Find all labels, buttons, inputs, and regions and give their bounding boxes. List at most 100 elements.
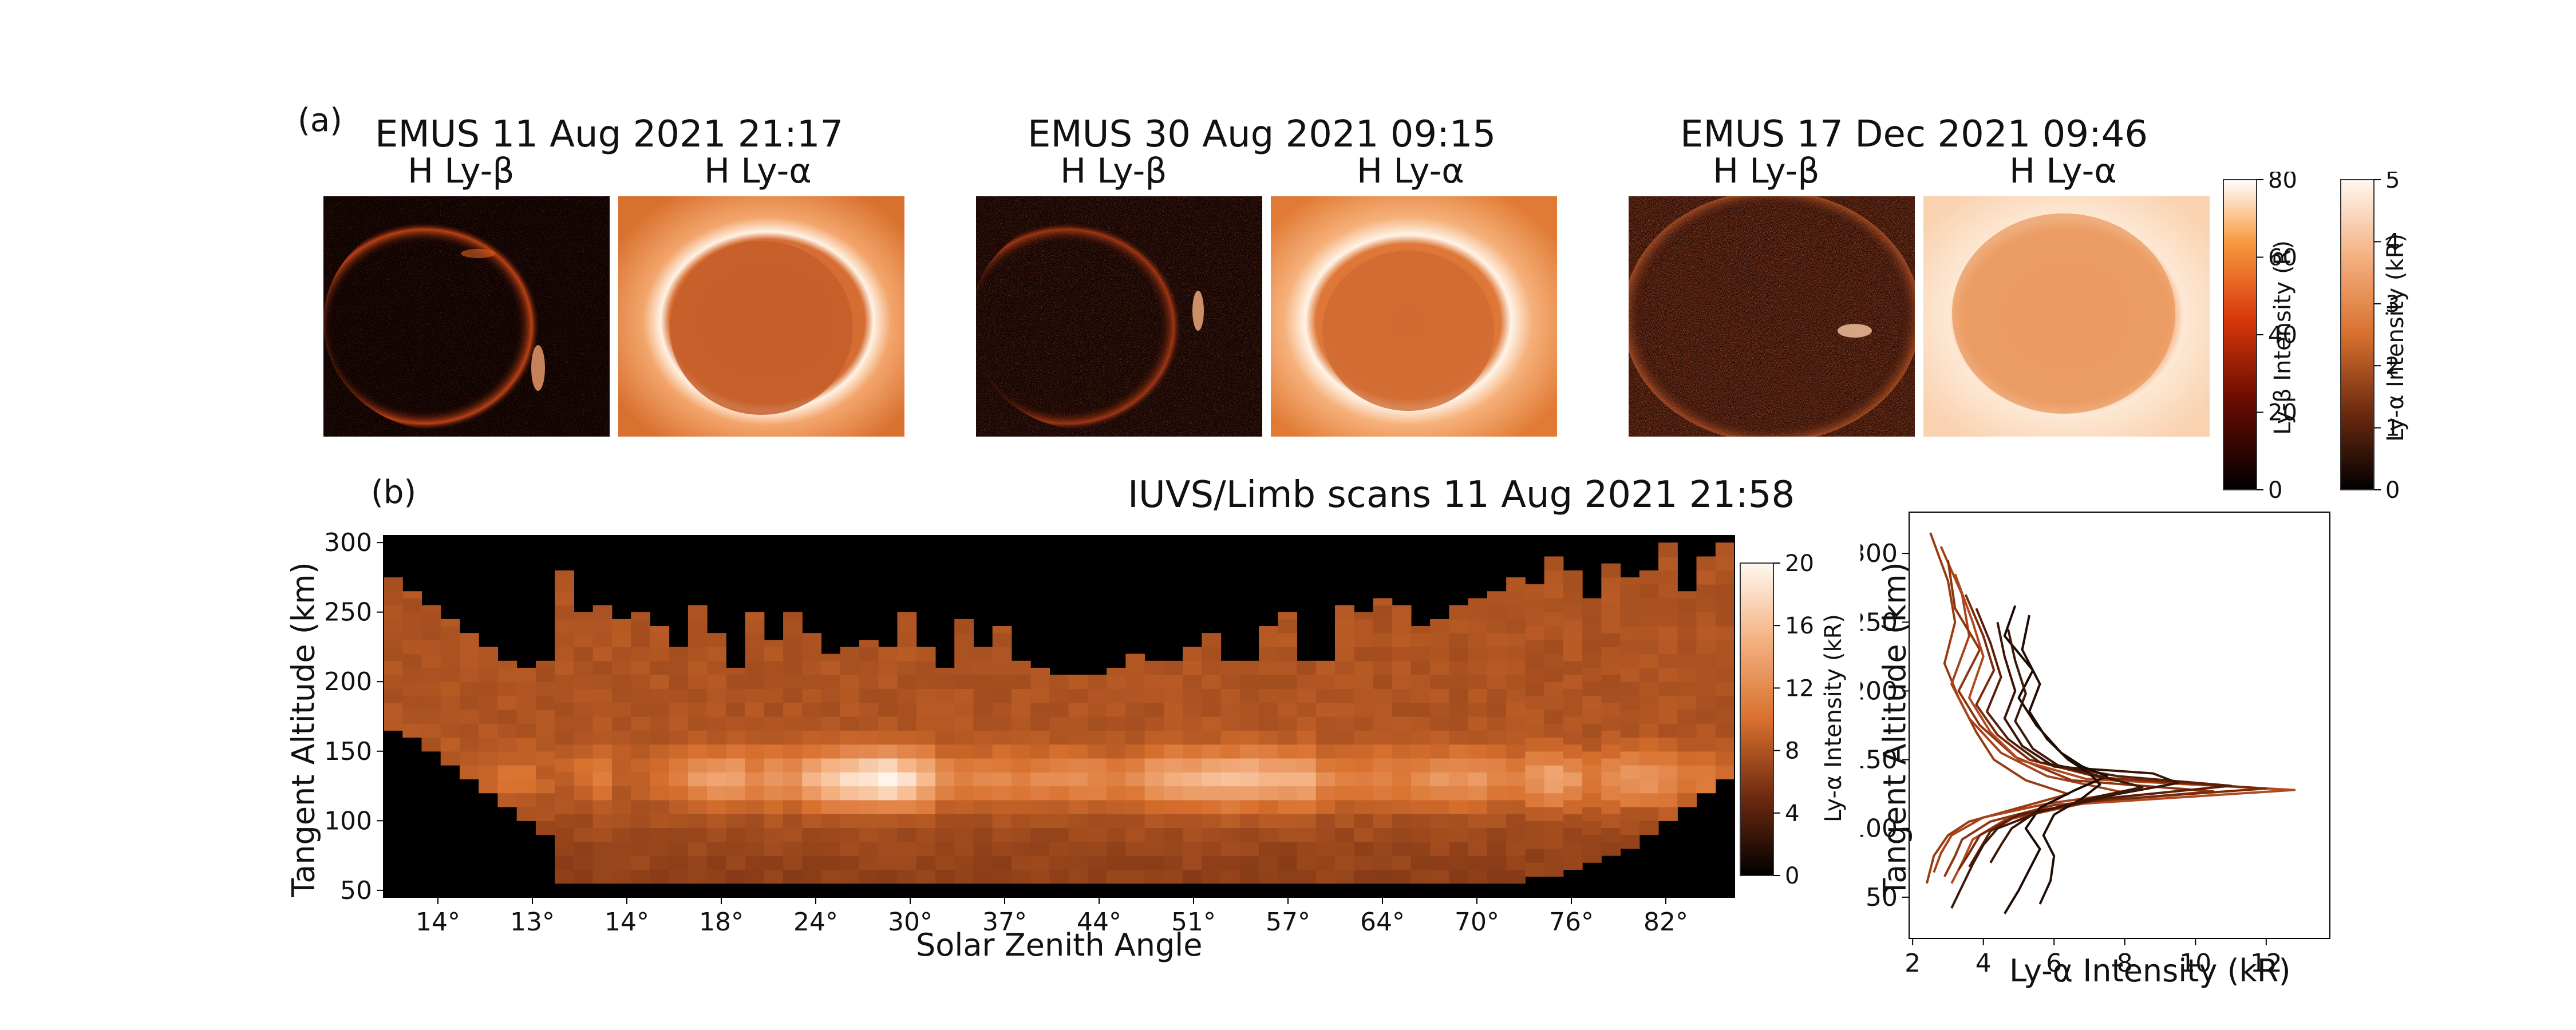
heatmap-cell: [650, 827, 670, 842]
heatmap-cell: [1087, 799, 1107, 814]
heatmap-cell: [402, 667, 422, 682]
heatmap-cell: [1030, 675, 1050, 689]
heatmap-cell: [555, 730, 574, 745]
heatmap-cell: [1563, 730, 1583, 745]
heatmap-cell: [1068, 869, 1088, 884]
heatmap-cell: [1315, 660, 1336, 675]
heatmap-cell: [783, 633, 803, 648]
heatmap-cell: [574, 619, 594, 633]
heatmap-cell: [802, 758, 822, 772]
heatmap-cell: [384, 716, 403, 731]
heatmap-cell: [1011, 744, 1031, 759]
heatmap-cell: [745, 730, 765, 745]
heatmap-cell: [1487, 799, 1507, 814]
heatmap-cell: [764, 730, 784, 745]
heatmap-cell: [1011, 758, 1031, 772]
heatmap-cell: [859, 869, 879, 884]
heatmap-cell: [1715, 737, 1735, 752]
heatmap-cell: [535, 821, 555, 835]
heatmap-cell: [1601, 591, 1621, 606]
heatmap-cell: [1087, 855, 1107, 870]
heatmap-cell: [1658, 584, 1678, 599]
heatmap-cell: [973, 647, 993, 661]
heatmap-cell: [745, 744, 765, 759]
heatmap-cell: [954, 647, 974, 661]
heatmap-cell: [1334, 827, 1354, 842]
heatmap-cell: [1278, 660, 1298, 675]
heatmap-cell: [669, 744, 689, 759]
heatmap-cell: [592, 744, 613, 759]
heatmap-cell: [916, 841, 936, 856]
heatmap-cell: [1259, 688, 1278, 703]
heatmap-cell: [669, 688, 689, 703]
heatmap-cell: [1297, 716, 1317, 731]
heatmap-cell: [916, 786, 936, 801]
heatmap-cell: [1202, 869, 1222, 884]
heatmap-cell: [1620, 821, 1640, 835]
heatmap-cell: [631, 730, 650, 745]
heatmap-cell: [592, 869, 613, 884]
heatmap-cell: [535, 779, 555, 794]
heatmap-cell: [555, 786, 574, 801]
heatmap-cell: [1087, 786, 1107, 801]
heatmap-cell: [1144, 799, 1164, 814]
heatmap-cell: [707, 814, 726, 829]
heatmap-cell: [1506, 869, 1526, 884]
heatmap-cell: [1658, 807, 1678, 821]
profile-ytick-label: 300: [1860, 539, 1898, 568]
heatmap-cell: [1525, 737, 1545, 752]
heatmap-cell: [821, 758, 841, 772]
heatmap-cell: [764, 758, 784, 772]
heatmap-cell: [973, 855, 993, 870]
heatmap-cell: [897, 730, 917, 745]
heatmap-cell: [384, 577, 403, 592]
heatmap-cell: [897, 786, 917, 801]
heatmap-cell: [1334, 772, 1354, 787]
heatmap-cell: [1144, 758, 1164, 772]
heatmap-cell: [1373, 633, 1393, 648]
heatmap-cell: [1334, 799, 1354, 814]
heatmap-cell: [1639, 821, 1659, 835]
heatmap-cell: [1259, 633, 1278, 648]
heatmap-cell: [935, 758, 955, 772]
heatmap-cell: [1202, 772, 1222, 787]
heatmap-cell: [1544, 765, 1564, 779]
heatmap-cell: [1677, 779, 1697, 794]
heatmap-cell: [1544, 667, 1564, 682]
heatmap-cell: [1259, 772, 1278, 787]
heatmap-cell: [1087, 841, 1107, 856]
profile-series-line: [1989, 621, 2179, 863]
heatmap-cell: [1220, 786, 1240, 801]
heatmap-cell: [840, 841, 860, 856]
heatmap-cell: [1658, 709, 1678, 724]
heatmap-cell: [1107, 772, 1126, 787]
heatmap-cell: [1715, 682, 1735, 696]
heatmap-cell: [1315, 799, 1336, 814]
heatmap-cell: [745, 841, 765, 856]
heatmap-cell: [1239, 688, 1259, 703]
heatmap-cell: [1601, 841, 1621, 856]
heatmap-cell: [384, 688, 403, 703]
heatmap-cell: [935, 814, 955, 829]
heatmap-cell: [479, 779, 499, 794]
heatmap-cell: [802, 675, 822, 689]
heatmap-cell: [1220, 758, 1240, 772]
heatmap-cell: [497, 737, 517, 752]
heatmap-cell: [1563, 591, 1583, 606]
heatmap-cell: [745, 786, 765, 801]
heatmap-cell: [574, 855, 594, 870]
heatmap-cell: [1582, 807, 1602, 821]
heatmap-cell: [1315, 716, 1336, 731]
heatmap-cell: [916, 647, 936, 661]
heatmap-cell: [707, 730, 726, 745]
heatmap-cell: [1049, 786, 1069, 801]
heatmap-cell: [1544, 640, 1564, 655]
heatmap-cell: [1297, 675, 1317, 689]
heatmap-cell: [840, 675, 860, 689]
profile-series-line: [1968, 608, 2233, 868]
heatmap-cell: [555, 577, 574, 592]
heatmap-cell: [1601, 827, 1621, 842]
heatmap-cell: [1087, 772, 1107, 787]
heatmap-cell: [459, 751, 479, 766]
heatmap-cell: [992, 688, 1012, 703]
